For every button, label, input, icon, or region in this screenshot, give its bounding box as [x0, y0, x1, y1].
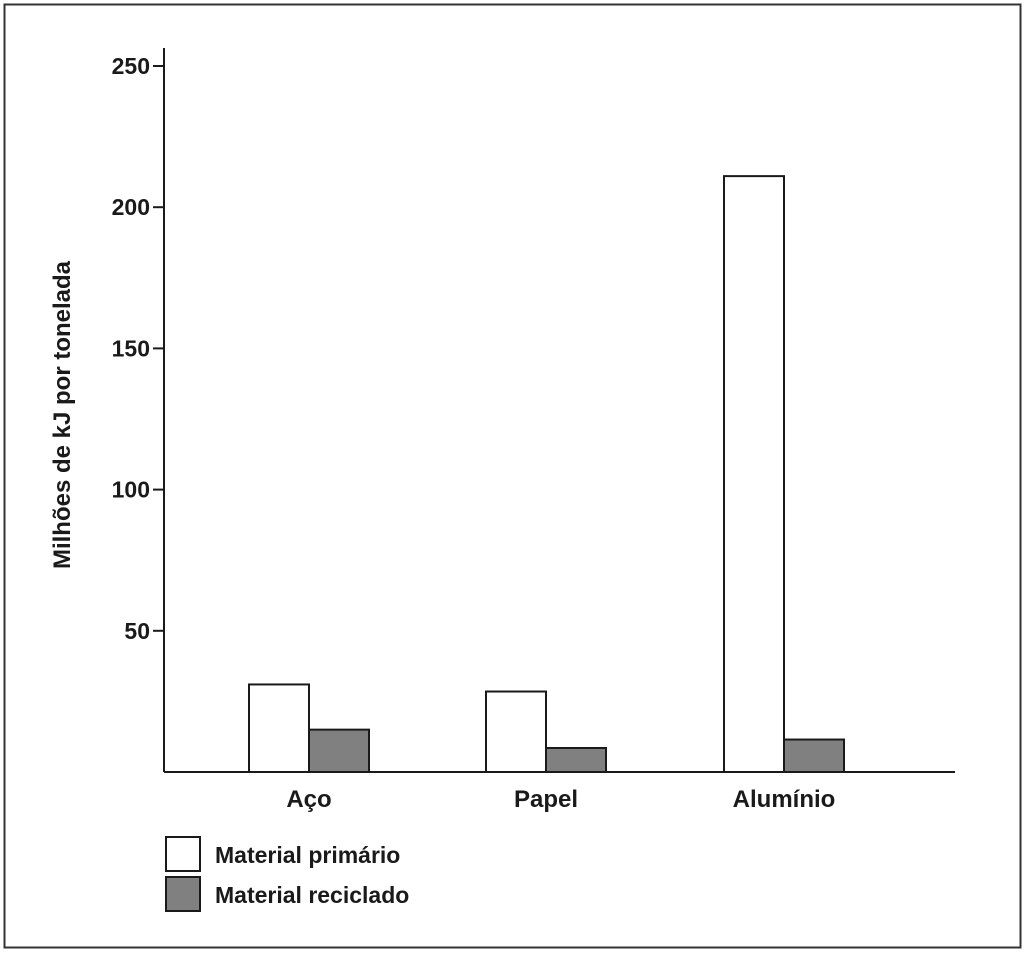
y-tick-label: 100: [112, 477, 150, 503]
bar-primario-1: [485, 690, 547, 773]
chart-border: [3, 3, 1022, 949]
bar-primario-2: [723, 175, 785, 774]
x-tick-labels: Aço Papel Alumínio: [286, 786, 835, 813]
x-tick-label: Aço: [286, 786, 331, 813]
y-tick-label: 200: [112, 194, 150, 220]
y-axis-title: Milhões de kJ por tonelada: [49, 260, 76, 569]
x-tick-label: Papel: [514, 786, 578, 813]
y-tick-label: 250: [112, 53, 150, 79]
bar-reciclado-2: [783, 738, 845, 773]
y-tick-label: 150: [112, 335, 150, 361]
legend-label: Material reciclado: [215, 882, 409, 908]
y-ticks: 50 100 150 200 250: [112, 53, 164, 644]
bar-primario-0: [248, 683, 310, 773]
legend-swatch: [165, 876, 201, 912]
y-tick-label: 50: [124, 618, 150, 644]
legend-label: Material primário: [215, 842, 400, 868]
bars: [248, 175, 845, 774]
bar-reciclado-1: [545, 746, 607, 773]
legend-swatch: [165, 836, 201, 872]
legend: Material primário Material reciclado: [165, 836, 409, 912]
x-tick-label: Alumínio: [733, 786, 836, 813]
bar-reciclado-0: [308, 728, 370, 774]
